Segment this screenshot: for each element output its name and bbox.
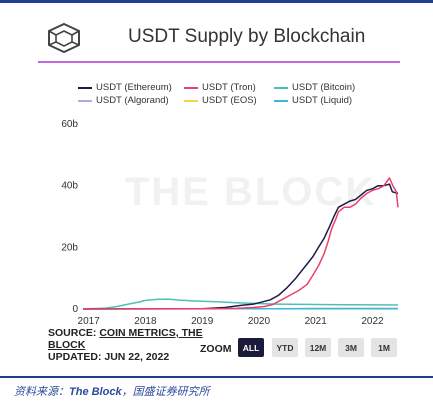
y-tick-label: 0 — [72, 304, 78, 315]
footnote: 资料来源：The Block，国盛证券研究所 — [14, 383, 210, 399]
legend-swatch-liquid — [274, 99, 288, 102]
watermark-text: THE BLOCK — [125, 170, 376, 214]
legend-item-tron[interactable]: USDT (Tron) — [184, 82, 256, 93]
updated-text: UPDATED: JUN 22, 2022 — [48, 351, 170, 363]
top-rule — [0, 0, 433, 3]
series-line-usdtbitcoin — [82, 298, 399, 310]
legend-label-ethereum: USDT (Ethereum) — [96, 82, 172, 93]
zoom-3m-button[interactable]: 3M — [338, 338, 364, 357]
legend-item-eos[interactable]: USDT (EOS) — [184, 95, 257, 106]
series-line-usdtethereum — [82, 183, 399, 310]
chart-title: USDT Supply by Blockchain — [128, 26, 366, 47]
x-tick-label: 2017 — [78, 316, 101, 327]
legend-swatch-eos — [184, 99, 198, 102]
legend-label-algorand: USDT (Algorand) — [96, 95, 169, 106]
source-prefix: SOURCE: — [48, 327, 100, 339]
footnote-prefix: 资料来源： — [14, 386, 69, 398]
x-tick-label: 2021 — [305, 316, 328, 327]
zoom-12m-button[interactable]: 12M — [305, 338, 331, 357]
source-text: SOURCE: COIN METRICS, THE BLOCK — [48, 327, 238, 351]
legend-label-eos: USDT (EOS) — [202, 95, 257, 106]
y-tick-label: 60b — [61, 119, 78, 130]
chart-plot: THE BLOCK 0 20b 40b 60b 2017 2018 2019 2020 2021 2… — [61, 119, 399, 327]
legend-label-bitcoin: USDT (Bitcoin) — [292, 82, 356, 93]
y-tick-label: 40b — [61, 181, 78, 192]
cube-logo-icon — [48, 22, 80, 54]
zoom-label: ZOOM — [200, 343, 232, 355]
title-divider — [38, 61, 400, 63]
legend-swatch-tron — [184, 86, 198, 89]
zoom-ytd-button[interactable]: YTD — [272, 338, 298, 357]
x-tick-label: 2018 — [134, 316, 157, 327]
zoom-1m-button[interactable]: 1M — [371, 338, 397, 357]
series-line-usdttron — [82, 177, 399, 310]
x-tick-label: 2019 — [191, 316, 214, 327]
legend-label-liquid: USDT (Liquid) — [292, 95, 353, 106]
legend-item-bitcoin[interactable]: USDT (Bitcoin) — [274, 82, 355, 93]
legend-item-liquid[interactable]: USDT (Liquid) — [274, 95, 352, 106]
source-link[interactable]: COIN METRICS, THE BLOCK — [48, 327, 203, 351]
bottom-rule — [0, 376, 433, 378]
x-tick-label: 2022 — [361, 316, 384, 327]
legend-label-tron: USDT (Tron) — [202, 82, 256, 93]
footnote-suffix: ，国盛证券研究所 — [121, 386, 210, 398]
x-tick-label: 2020 — [248, 316, 271, 327]
legend-item-ethereum[interactable]: USDT (Ethereum) — [78, 82, 172, 93]
footnote-source: The Block — [69, 386, 122, 398]
y-tick-label: 20b — [61, 242, 78, 253]
zoom-all-button[interactable]: ALL — [238, 338, 264, 357]
legend-swatch-algorand — [78, 99, 92, 102]
legend-item-algorand[interactable]: USDT (Algorand) — [78, 95, 169, 106]
legend-swatch-bitcoin — [274, 86, 288, 89]
legend-swatch-ethereum — [78, 86, 92, 89]
